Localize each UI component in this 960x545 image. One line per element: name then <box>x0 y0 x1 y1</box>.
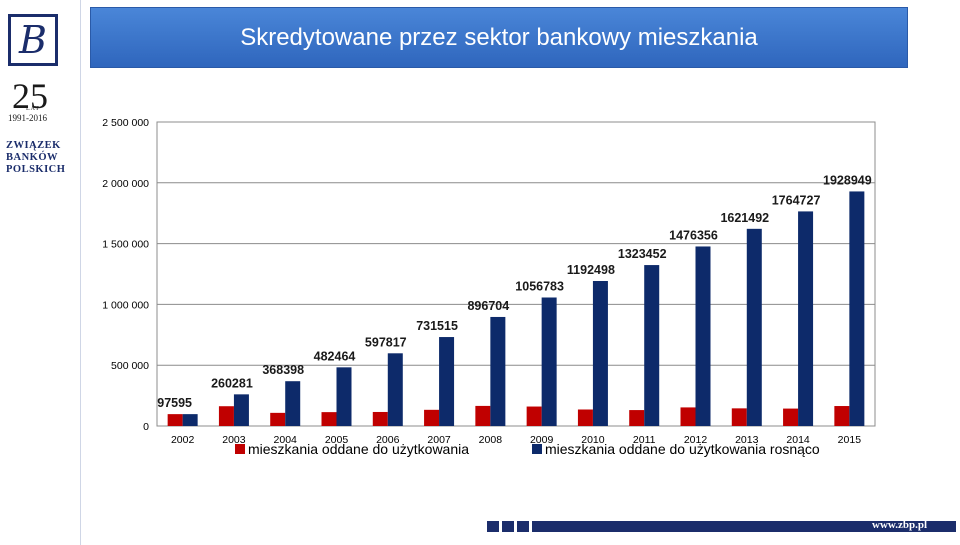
bar-blue-2004 <box>285 381 301 426</box>
bar-blue-2015 <box>849 191 865 426</box>
anniversary-lat: LAT <box>26 106 40 112</box>
x-tick-label: 2013 <box>735 434 759 446</box>
bar-blue-2008 <box>490 316 506 426</box>
x-tick-label: 2003 <box>222 434 246 446</box>
bar-blue-2009 <box>541 297 557 426</box>
anniversary-number: 25 <box>12 76 48 116</box>
bar-blue-2013 <box>746 228 762 426</box>
page-title: Skredytowane przez sektor bankowy mieszk… <box>240 23 758 51</box>
legend-swatch-blue <box>532 444 542 454</box>
data-label: 482464 <box>314 349 356 363</box>
data-label: 731515 <box>416 319 458 333</box>
data-label: 1764727 <box>772 193 821 207</box>
footer-bar <box>532 521 956 532</box>
footer-square-2 <box>502 521 514 532</box>
x-tick-label: 2004 <box>274 434 298 446</box>
legend-label-red: mieszkania oddane do użytkowania <box>248 441 469 457</box>
y-tick-label: 1 000 000 <box>102 299 149 311</box>
bar-red-2003 <box>218 406 234 426</box>
bar-blue-2003 <box>233 394 249 426</box>
bar-red-2008 <box>475 405 491 426</box>
legend-label-blue: mieszkania oddane do użytkowania rosnąco <box>545 441 820 457</box>
bar-red-2007 <box>424 409 440 426</box>
sidebar-divider <box>80 0 81 545</box>
footer-square-1 <box>487 521 499 532</box>
bar-blue-2002 <box>182 414 198 426</box>
y-tick-label: 2 500 000 <box>102 117 149 129</box>
org-name-line3: POLSKICH <box>6 164 66 175</box>
bar-red-2012 <box>680 407 696 426</box>
data-label: 368398 <box>262 363 304 377</box>
bar-red-2009 <box>526 406 542 426</box>
bar-blue-2012 <box>695 246 711 426</box>
data-label: 1476356 <box>669 228 718 242</box>
bar-red-2011 <box>629 410 645 426</box>
footer-square-3 <box>517 521 529 532</box>
x-tick-label: 2005 <box>325 434 349 446</box>
x-tick-label: 2014 <box>786 434 810 446</box>
bar-red-2005 <box>321 412 337 426</box>
data-label: 97595 <box>157 396 192 410</box>
x-tick-label: 2010 <box>581 434 605 446</box>
bar-red-2014 <box>783 408 799 426</box>
x-tick-label: 2009 <box>530 434 554 446</box>
data-label: 1323452 <box>618 247 667 261</box>
bar-red-2002 <box>167 414 183 426</box>
org-name-line1: ZWIĄZEK <box>6 140 61 151</box>
y-tick-label: 500 000 <box>111 360 149 372</box>
bar-red-2015 <box>834 406 850 426</box>
data-label: 1621492 <box>720 211 769 225</box>
x-tick-label: 2015 <box>838 434 862 446</box>
x-tick-label: 2007 <box>427 434 451 446</box>
data-label: 896704 <box>467 299 509 313</box>
data-label: 1192498 <box>567 263 615 277</box>
data-label: 1928949 <box>823 173 872 187</box>
bar-red-2010 <box>577 409 593 426</box>
org-name-line2: BANKÓW <box>6 152 59 163</box>
bar-red-2013 <box>731 408 747 426</box>
data-label: 597817 <box>365 335 407 349</box>
bar-blue-2007 <box>439 337 455 426</box>
y-tick-label: 1 500 000 <box>102 239 149 251</box>
x-tick-label: 2012 <box>684 434 708 446</box>
data-label: 1056783 <box>515 279 564 293</box>
zbp-logo: B <box>8 14 58 66</box>
bar-blue-2011 <box>644 265 660 426</box>
organization-name: ZWIĄZEK BANKÓW POLSKICH <box>6 140 65 176</box>
bar-red-2006 <box>372 411 388 426</box>
bar-blue-2006 <box>387 353 403 426</box>
x-tick-label: 2002 <box>171 434 195 446</box>
bar-red-2004 <box>270 412 286 426</box>
plot-area <box>156 121 876 427</box>
legend-swatch-red <box>235 444 245 454</box>
y-tick-label: 0 <box>143 421 149 433</box>
bar-blue-2010 <box>592 280 608 426</box>
title-bar: Skredytowane przez sektor bankowy mieszk… <box>90 7 908 68</box>
bar-blue-2005 <box>336 367 352 426</box>
y-tick-label: 2 000 000 <box>102 178 149 190</box>
data-label: 260281 <box>211 376 253 390</box>
anniversary-years: 1991-2016 <box>8 113 47 123</box>
logo-letter: B <box>19 18 47 62</box>
x-tick-label: 2008 <box>479 434 503 446</box>
x-tick-label: 2011 <box>633 434 656 446</box>
footer-url: www.zbp.pl <box>872 519 928 531</box>
x-tick-label: 2006 <box>376 434 400 446</box>
bar-blue-2014 <box>798 211 814 426</box>
